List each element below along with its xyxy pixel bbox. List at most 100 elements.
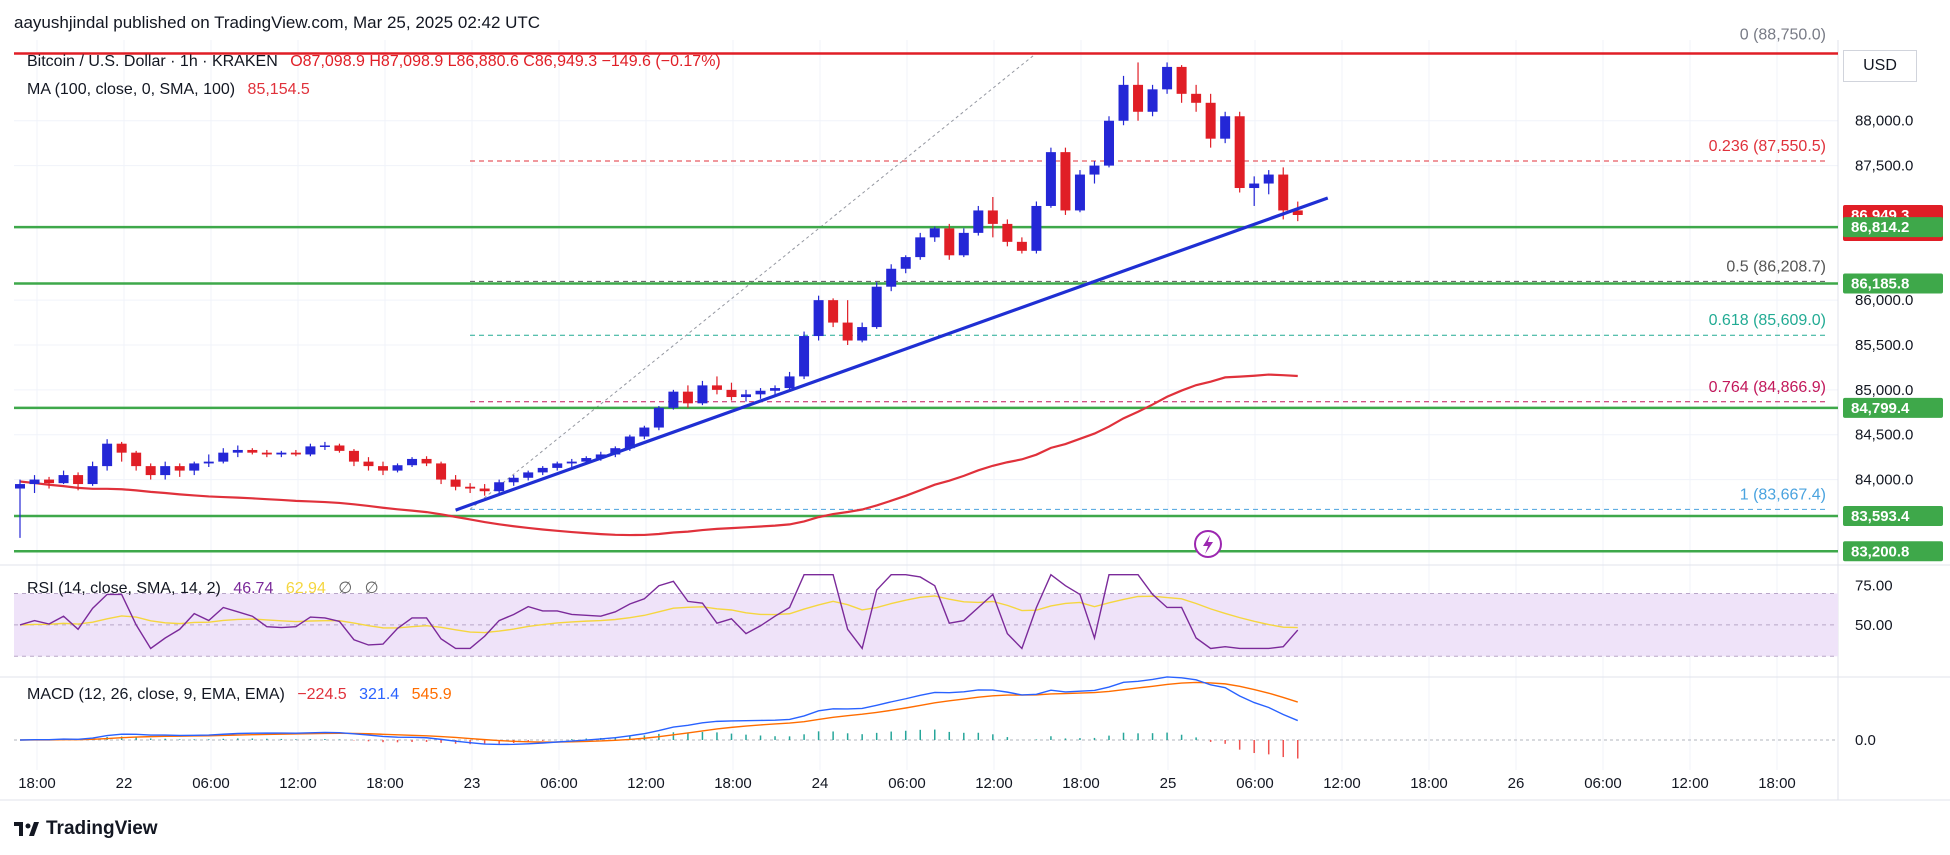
- candle-body: [624, 436, 635, 449]
- candle-body: [828, 300, 839, 323]
- candle-body: [189, 463, 200, 471]
- trend-line: [455, 196, 1329, 512]
- candle-body: [1118, 84, 1129, 121]
- fibonacci-labels: 0 (88,750.0) 0.236 (87,550.5) 0.5 (86,208.…: [1194, 26, 1826, 558]
- candle-body: [871, 286, 882, 328]
- symbol-legend[interactable]: Bitcoin / U.S. Dollar · 1h · KRAKEN O87,…: [27, 53, 721, 71]
- candle-body: [929, 228, 940, 238]
- candle-body: [726, 389, 737, 398]
- time-tick-label: 12:00: [627, 775, 665, 792]
- tradingview-logo-text: TradingView: [46, 818, 158, 839]
- price-badge-label: 86,185.8: [1851, 275, 1909, 292]
- candle-body: [203, 461, 214, 464]
- time-tick-label: 06:00: [1584, 775, 1622, 792]
- time-tick-label: 18:00: [366, 775, 404, 792]
- time-tick-label: 12:00: [1323, 775, 1361, 792]
- candle-body: [319, 445, 330, 447]
- candle-body: [247, 449, 258, 453]
- candle-body: [29, 479, 40, 485]
- candle-body: [348, 450, 359, 462]
- grid-lines: [14, 40, 1838, 770]
- candle-body: [1045, 152, 1056, 206]
- candle-body: [1133, 84, 1144, 112]
- candle-body: [552, 463, 563, 468]
- rsi-legend[interactable]: RSI (14, close, SMA, 14, 2) 46.74 62.94 …: [27, 578, 379, 598]
- tradingview-logo-icon: [14, 822, 39, 836]
- rsi-tick-label: 50.00: [1855, 617, 1893, 634]
- candle-body: [668, 391, 679, 408]
- candle-body: [1074, 174, 1085, 211]
- candle-body: [1249, 183, 1260, 189]
- price-badge: [1843, 506, 1943, 527]
- candle-body: [537, 467, 548, 473]
- candle-body: [915, 237, 926, 258]
- candle-body: [770, 388, 781, 391]
- price-axis: 88,000.0 87,500.0 86,000.0 85,500.0 85,000.0…: [1855, 113, 1913, 749]
- ma-value: 85,154.5: [247, 81, 310, 98]
- candle-body: [1016, 241, 1027, 251]
- fibonacci-levels: [469, 53, 1828, 510]
- candle-body: [1162, 66, 1173, 90]
- currency-label: USD: [1863, 57, 1897, 74]
- candle-body: [1191, 93, 1202, 103]
- currency-selector[interactable]: USD: [1843, 50, 1917, 82]
- tradingview-logo[interactable]: TradingView: [14, 818, 158, 840]
- candle-body: [116, 443, 127, 453]
- price-tick-label: 88,000.0: [1855, 113, 1913, 130]
- alert-icon-bolt: [1203, 535, 1213, 554]
- candle-body: [755, 390, 766, 395]
- time-tick-label: 22: [116, 775, 133, 792]
- price-badge-label: 84,799.4: [1851, 400, 1910, 417]
- candle-body: [697, 385, 708, 404]
- fib-label: 0.764 (84,866.9): [1709, 379, 1826, 396]
- candle-body: [1147, 89, 1158, 112]
- time-tick-label: 18:00: [714, 775, 752, 792]
- candle-body: [842, 322, 853, 341]
- candle-body: [1234, 116, 1245, 189]
- rsi-tick-label: 75.00: [1855, 578, 1893, 595]
- candle-body: [1031, 205, 1042, 251]
- macd-legend[interactable]: MACD (12, 26, close, 9, EMA, EMA) −224.5…: [27, 686, 452, 704]
- price-badges: 86,949.317:2086,814.286,185.884,799.483,…: [1843, 204, 1943, 562]
- time-tick-label: 26: [1508, 775, 1525, 792]
- candle-body: [944, 228, 955, 256]
- fib-label: 0.236 (87,550.5): [1709, 138, 1826, 155]
- macd-hist-value: 545.9: [411, 686, 452, 703]
- time-tick-label: 06:00: [1236, 775, 1274, 792]
- candle-body: [799, 336, 810, 377]
- candle-body: [276, 452, 287, 455]
- price-badge-label: 86,814.2: [1851, 219, 1909, 236]
- time-tick-label: 24: [812, 775, 829, 792]
- candle-body: [421, 458, 432, 464]
- candle-body: [1104, 120, 1114, 166]
- candle-body: [494, 482, 505, 492]
- time-tick-label: 23: [464, 775, 481, 792]
- price-badge: [1843, 273, 1943, 294]
- ma-legend[interactable]: MA (100, close, 0, SMA, 100) 85,154.5: [27, 81, 310, 99]
- support-lines: [14, 52, 1838, 553]
- rsi-band: [14, 593, 1838, 657]
- candle-body: [392, 465, 403, 471]
- time-tick-label: 12:00: [975, 775, 1013, 792]
- price-tick-label: 86,000.0: [1855, 292, 1913, 309]
- ma-label: MA (100, close, 0, SMA, 100): [27, 81, 236, 98]
- candle-body: [1278, 174, 1289, 211]
- time-tick-label: 12:00: [279, 775, 317, 792]
- macd-signal-value: 321.4: [359, 686, 400, 703]
- candle-body: [334, 445, 345, 451]
- candle-body: [973, 210, 984, 233]
- candle-body: [900, 257, 911, 269]
- price-tick-label: 87,500.0: [1855, 158, 1913, 175]
- candle-body: [232, 449, 243, 453]
- fib-label: 0 (88,750.0): [1740, 26, 1826, 43]
- candle-body: [290, 452, 301, 455]
- candle-body: [407, 458, 418, 466]
- candlesticks: [15, 62, 1303, 538]
- macd-line: [19, 676, 1299, 746]
- fib-label: 0.5 (86,208.7): [1726, 258, 1826, 275]
- publisher-line: aayushjindal published on TradingView.co…: [14, 13, 541, 32]
- candle-body: [15, 484, 25, 489]
- price-badge-label: 83,593.4: [1851, 508, 1910, 525]
- candle-body: [1176, 66, 1187, 94]
